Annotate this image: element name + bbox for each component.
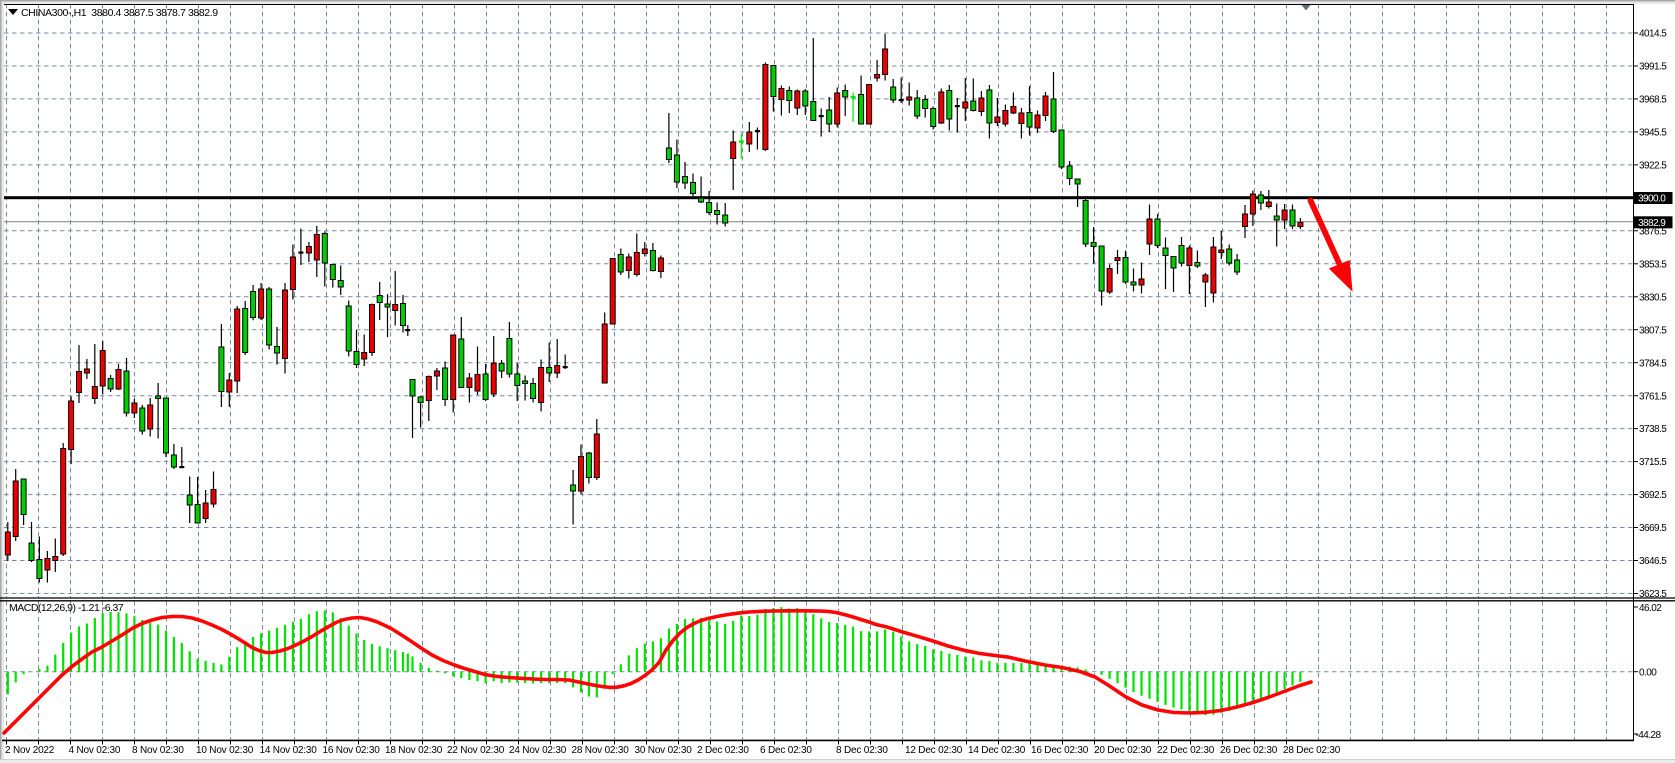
svg-text:28 Nov 02:30: 28 Nov 02:30 — [572, 745, 630, 756]
svg-text:4014.5: 4014.5 — [1639, 29, 1667, 40]
svg-text:30 Nov 02:30: 30 Nov 02:30 — [635, 745, 693, 756]
svg-text:3692.5: 3692.5 — [1639, 490, 1667, 501]
svg-text:22 Nov 02:30: 22 Nov 02:30 — [447, 745, 505, 756]
svg-text:8 Dec 02:30: 8 Dec 02:30 — [836, 745, 888, 756]
svg-text:2 Dec 02:30: 2 Dec 02:30 — [697, 745, 749, 756]
svg-text:3991.5: 3991.5 — [1639, 62, 1667, 73]
svg-text:3945.5: 3945.5 — [1639, 128, 1667, 139]
svg-text:3646.5: 3646.5 — [1639, 556, 1667, 567]
svg-text:16 Dec 02:30: 16 Dec 02:30 — [1031, 745, 1089, 756]
svg-text:22 Dec 02:30: 22 Dec 02:30 — [1157, 745, 1215, 756]
svg-text:12 Dec 02:30: 12 Dec 02:30 — [905, 745, 963, 756]
svg-text:26 Dec 02:30: 26 Dec 02:30 — [1220, 745, 1278, 756]
svg-text:3882.9: 3882.9 — [1638, 218, 1666, 229]
svg-text:18 Nov 02:30: 18 Nov 02:30 — [385, 745, 443, 756]
svg-text:3830.5: 3830.5 — [1639, 292, 1667, 303]
svg-text:CHINA300-,H1 3880.4 3887.5 38: CHINA300-,H1 3880.4 3887.5 3878.7 3882.9 — [21, 7, 218, 19]
svg-text:16 Nov 02:30: 16 Nov 02:30 — [323, 745, 381, 756]
svg-text:28 Dec 02:30: 28 Dec 02:30 — [1283, 745, 1341, 756]
svg-text:3715.5: 3715.5 — [1639, 457, 1667, 468]
svg-text:3738.5: 3738.5 — [1639, 424, 1667, 435]
svg-text:3968.5: 3968.5 — [1639, 95, 1667, 106]
svg-text:3807.5: 3807.5 — [1639, 325, 1667, 336]
svg-text:3853.5: 3853.5 — [1639, 259, 1667, 270]
svg-text:3876.5: 3876.5 — [1639, 226, 1667, 237]
svg-text:3900.0: 3900.0 — [1638, 194, 1666, 205]
svg-text:14 Dec 02:30: 14 Dec 02:30 — [968, 745, 1026, 756]
svg-text:10 Nov 02:30: 10 Nov 02:30 — [196, 745, 254, 756]
svg-text:3922.5: 3922.5 — [1639, 161, 1667, 172]
svg-text:8 Nov 02:30: 8 Nov 02:30 — [132, 745, 184, 756]
svg-text:24 Nov 02:30: 24 Nov 02:30 — [509, 745, 567, 756]
svg-text:-44.28: -44.28 — [1636, 730, 1662, 741]
svg-text:14 Nov 02:30: 14 Nov 02:30 — [260, 745, 318, 756]
svg-text:3669.5: 3669.5 — [1639, 523, 1667, 534]
svg-text:0.00: 0.00 — [1639, 668, 1657, 679]
svg-text:20 Dec 02:30: 20 Dec 02:30 — [1094, 745, 1152, 756]
svg-text:3623.5: 3623.5 — [1639, 589, 1667, 600]
svg-text:6 Dec 02:30: 6 Dec 02:30 — [760, 745, 812, 756]
svg-text:3784.5: 3784.5 — [1639, 358, 1667, 369]
svg-text:46.02: 46.02 — [1639, 603, 1662, 614]
svg-text:MACD(12,26,9) -1.21 -6.37: MACD(12,26,9) -1.21 -6.37 — [9, 602, 124, 614]
svg-text:2 Nov 2022: 2 Nov 2022 — [5, 745, 55, 756]
svg-text:4 Nov 02:30: 4 Nov 02:30 — [69, 745, 121, 756]
svg-text:3761.5: 3761.5 — [1639, 391, 1667, 402]
